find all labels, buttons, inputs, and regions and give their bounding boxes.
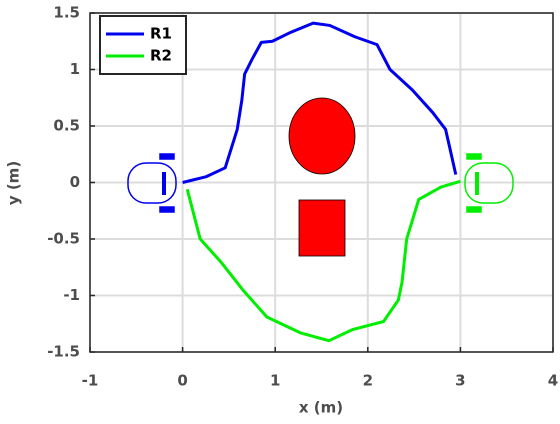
x-axis-label: x (m): [299, 399, 343, 417]
legend-label: R1: [150, 25, 172, 43]
series-line: [182, 21, 458, 184]
y-tick-label: -1: [63, 286, 80, 304]
x-tick-label: -1: [82, 372, 99, 390]
x-tick-label: 4: [548, 372, 558, 390]
y-tick-label: -1.5: [47, 343, 80, 361]
legend-box: [99, 15, 187, 75]
obstacle: [288, 97, 356, 175]
robot: [464, 153, 514, 213]
robot: [127, 153, 177, 213]
y-tick-label: 1.5: [53, 4, 80, 22]
legend-label: R2: [150, 47, 172, 65]
x-tick-label: 0: [177, 372, 187, 390]
series-line: [185, 179, 461, 343]
y-axis-label: y (m): [5, 161, 23, 205]
x-tick-label: 1: [270, 372, 280, 390]
y-tick-label: 1: [70, 60, 80, 78]
lines: [182, 21, 461, 343]
ticks: -1 0 1 2 3 4-1.5-1-0.500.511.5: [47, 4, 558, 390]
y-tick-label: 0.5: [53, 117, 80, 135]
y-tick-label: 0: [70, 173, 80, 191]
x-tick-label: 3: [455, 372, 465, 390]
x-tick-label: 2: [363, 372, 373, 390]
obstacle: [298, 199, 346, 257]
y-tick-label: -0.5: [47, 230, 80, 248]
